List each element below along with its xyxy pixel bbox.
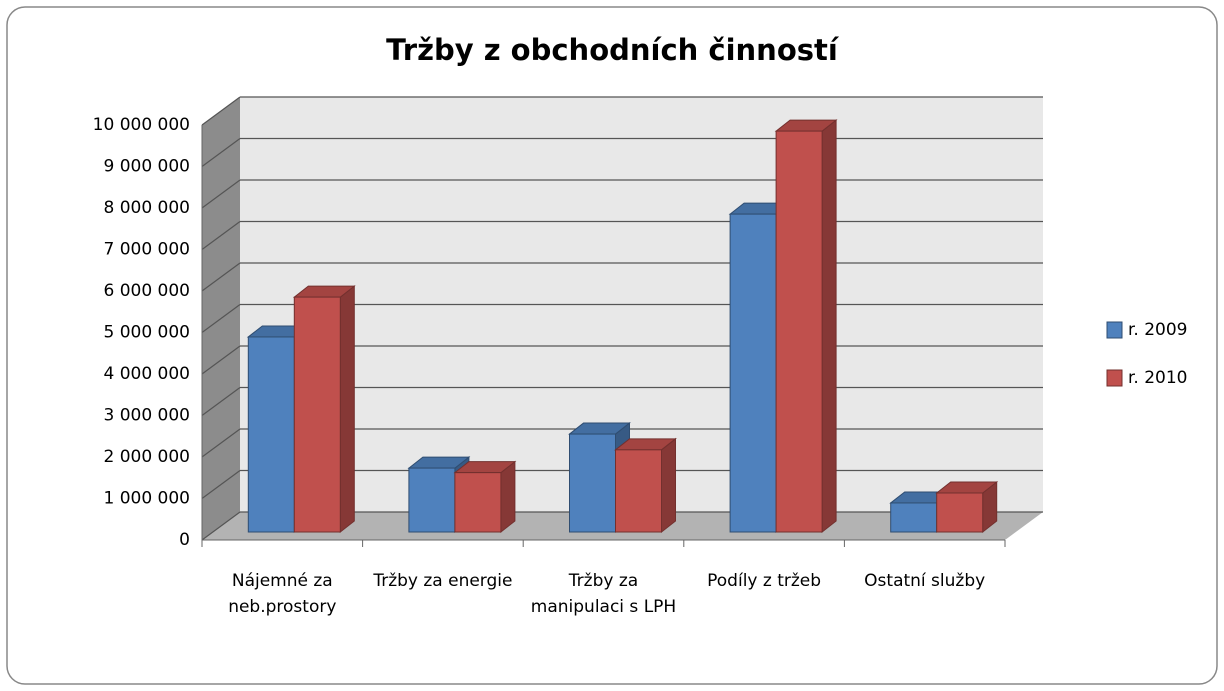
y-tick-label: 5 000 000 [103,323,190,343]
x-tick-label: Nájemné za neb.prostory [228,571,337,617]
legend-label: r. 2009 [1128,320,1188,340]
bar-side [821,119,837,534]
grid-line [201,345,241,375]
y-tick-label: 2 000 000 [103,447,190,467]
x-tick-label: Ostatní služby [864,571,986,591]
bar [890,502,938,533]
grid-line [201,428,241,458]
bar [569,433,616,533]
legend-swatch [1106,321,1123,339]
bar [293,296,341,533]
y-tick-label: 8 000 000 [103,198,190,218]
y-tick-label: 10 000 000 [93,115,190,135]
grid-line [201,387,241,416]
legend-label: r. 2010 [1128,368,1188,388]
grid-line [201,179,241,209]
grid-line [201,221,241,250]
bar [408,467,456,533]
grid-line [201,470,241,499]
bar [615,449,662,533]
grid-line [201,138,241,167]
bar [936,492,984,533]
y-tick-label: 0 [179,530,190,550]
bar [729,213,777,533]
y-tick-label: 7 000 000 [103,240,190,260]
bar-side [661,437,676,534]
chart-title: Tržby z obchodních činností [386,33,840,67]
x-tick-label: Tržby za manipulaci s LPH [530,571,677,617]
bar [775,130,823,533]
bar [247,336,295,533]
bar [454,472,502,533]
bar-side [339,285,355,534]
y-tick-label: 6 000 000 [103,281,190,301]
y-tick-label: 3 000 000 [103,406,190,426]
y-tick-label: 9 000 000 [103,157,190,177]
grid-line [201,304,241,333]
bar-side [500,460,516,534]
y-tick-label: 4 000 000 [103,364,190,384]
grid-line [201,262,241,292]
x-tick-label: Podíly z tržeb [707,571,822,591]
grid-line [201,511,241,541]
x-tick-label: Tržby za energie [373,571,513,591]
grid-line [201,96,241,126]
legend-swatch [1106,369,1123,387]
y-tick-label: 1 000 000 [103,489,190,509]
